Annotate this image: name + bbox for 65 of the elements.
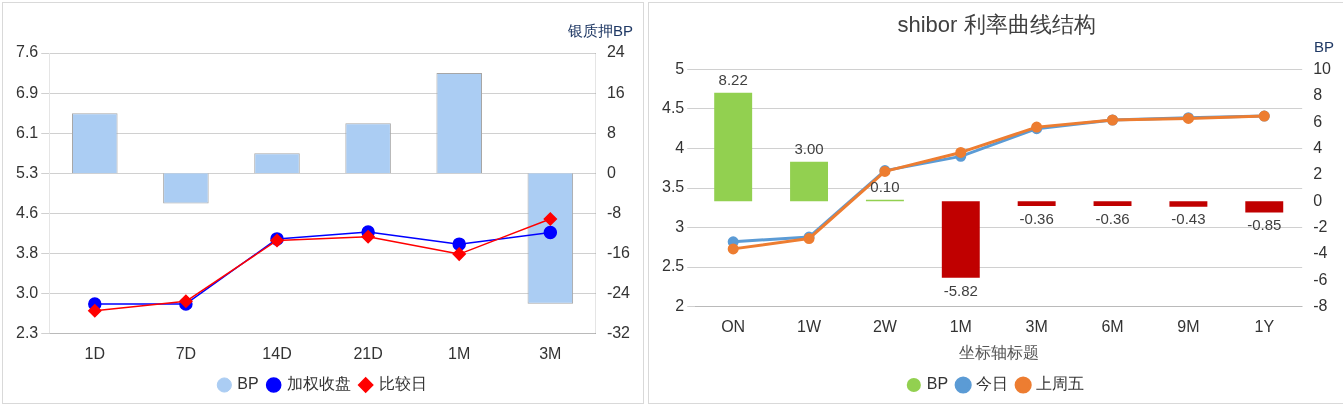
x-tick-label: 1D: [84, 344, 106, 362]
y-tick-label: 4.6: [15, 203, 39, 221]
y-tick-label: 7.6: [15, 43, 39, 61]
y-tick-label: 3.8: [15, 243, 39, 261]
legend-label: 上周五: [1036, 375, 1085, 393]
y-tick-label: 3: [675, 217, 685, 235]
legend-label: 加权收盘: [286, 375, 351, 393]
y2-tick-label: 16: [606, 83, 625, 101]
y2-axis-title: 银质押BP: [566, 21, 633, 39]
y2-tick-label: -16: [606, 243, 631, 261]
y2-tick-label: -8: [1313, 297, 1328, 315]
legend-label: BP: [237, 375, 259, 393]
y2-tick-label: -32: [606, 324, 631, 342]
x-tick-label: 3M: [539, 344, 562, 362]
legend-label: BP: [926, 375, 949, 393]
y2-tick-label: 0: [606, 163, 616, 181]
x-axis-title: 坐标轴标题: [958, 343, 1039, 361]
x-tick-label: 14D: [262, 344, 292, 362]
data-label: -0.36: [1019, 209, 1054, 227]
data-label: -5.82: [943, 281, 978, 299]
data-label: 0.10: [870, 177, 900, 195]
y2-tick-label: -8: [606, 203, 622, 221]
data-label: -0.43: [1171, 210, 1206, 228]
y-tick-label: 6.1: [15, 123, 39, 141]
y2-tick-label: -4: [1313, 244, 1328, 262]
y2-tick-label: 4: [1313, 138, 1323, 156]
y2-tick-label: 10: [1313, 59, 1332, 77]
y2-tick-label: 8: [606, 123, 616, 141]
x-tick-label: 1W: [797, 317, 822, 335]
x-tick-label: ON: [721, 317, 746, 335]
x-tick-label: 9M: [1177, 317, 1200, 335]
y2-tick-label: 8: [1313, 86, 1323, 104]
y-tick-label: 5.3: [15, 163, 39, 181]
x-tick-label: 1M: [949, 317, 972, 335]
x-tick-label: 21D: [353, 344, 383, 362]
y-tick-label: 2: [675, 297, 685, 315]
y-tick-label: 2.3: [15, 324, 39, 342]
y-tick-label: 6.9: [15, 83, 39, 101]
legend-label: 比较日: [378, 375, 427, 393]
chart-title: shibor 利率曲线结构: [897, 12, 1096, 38]
y2-tick-label: 2: [1313, 165, 1323, 183]
y-tick-label: 2.5: [661, 257, 685, 275]
y-tick-label: 3.0: [15, 284, 39, 302]
data-label: -0.85: [1247, 216, 1282, 234]
legend-label: 今日: [976, 375, 1009, 393]
y-tick-label: 3.5: [661, 178, 685, 196]
y2-tick-label: 0: [1313, 191, 1323, 209]
y-tick-label: 4.5: [661, 99, 685, 117]
x-tick-label: 1M: [448, 344, 471, 362]
x-tick-label: 3M: [1025, 317, 1048, 335]
y2-tick-label: 6: [1313, 112, 1323, 130]
y2-axis-title: BP: [1313, 38, 1334, 56]
data-label: 3.00: [794, 139, 824, 157]
x-tick-label: 2W: [872, 317, 898, 335]
data-label: 8.22: [718, 70, 748, 88]
x-tick-label: 1Y: [1254, 317, 1275, 335]
y2-tick-label: -6: [1313, 270, 1328, 288]
x-tick-label: 6M: [1101, 317, 1124, 335]
data-label: -0.36: [1095, 209, 1130, 227]
y-tick-label: 4: [675, 138, 685, 156]
y2-tick-label: -24: [606, 284, 631, 302]
y2-tick-label: 24: [606, 43, 625, 61]
y2-tick-label: -2: [1313, 217, 1328, 235]
y-tick-label: 5: [675, 59, 685, 77]
x-tick-label: 7D: [175, 344, 197, 362]
